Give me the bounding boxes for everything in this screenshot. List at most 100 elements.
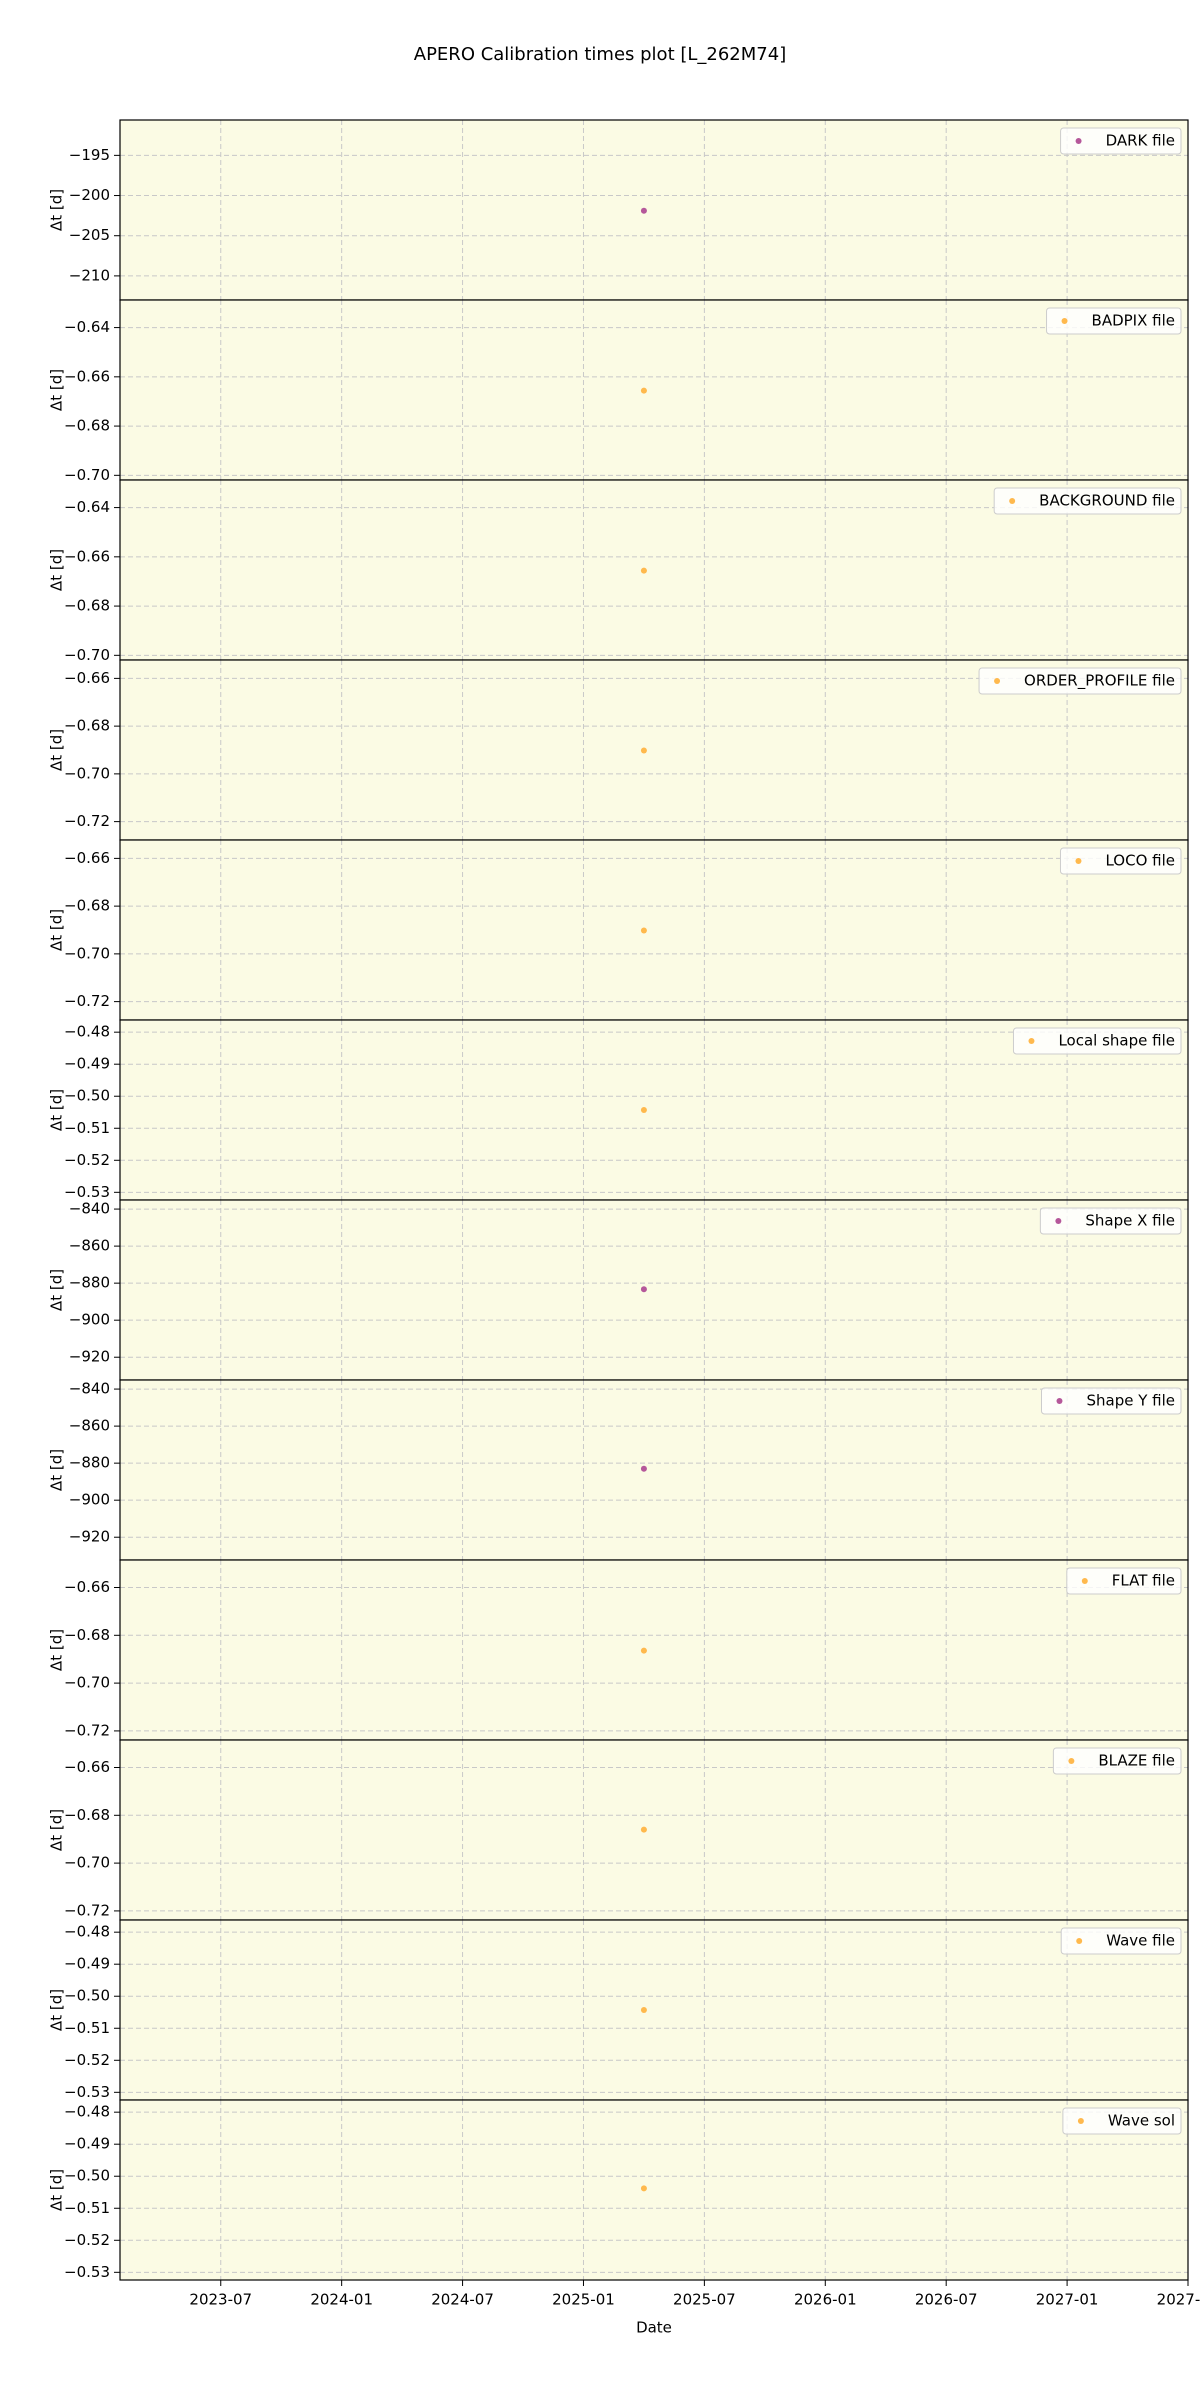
x-tick-label: 2027-01 bbox=[1036, 2291, 1099, 2309]
x-tick-label: 2025-07 bbox=[673, 2291, 736, 2309]
legend: BLAZE file bbox=[1052, 1747, 1182, 1775]
panel-background bbox=[120, 1380, 1188, 1560]
data-point bbox=[640, 1107, 647, 1113]
legend-marker bbox=[1061, 318, 1068, 324]
legend-label: Local shape file bbox=[1058, 1032, 1175, 1050]
legend-marker bbox=[1009, 498, 1016, 504]
legend-label: FLAT file bbox=[1112, 1572, 1175, 1590]
y-tick-label: −860 bbox=[69, 1417, 110, 1435]
y-tick-label: −0.68 bbox=[64, 897, 110, 915]
panel-background bbox=[120, 1920, 1188, 2100]
legend-box bbox=[1012, 1027, 1182, 1055]
data-point bbox=[640, 387, 647, 394]
legend-box bbox=[1052, 1747, 1182, 1775]
legend-marker bbox=[1068, 1758, 1075, 1764]
legend-marker bbox=[1056, 1398, 1063, 1404]
legend: Wave file bbox=[1060, 1927, 1182, 1955]
data-point bbox=[640, 2185, 647, 2192]
y-tick-label: −0.50 bbox=[64, 1087, 110, 1105]
y-tick-label: −0.48 bbox=[64, 1923, 110, 1941]
legend-box bbox=[1060, 1927, 1182, 1955]
y-tick-label: −195 bbox=[69, 146, 110, 164]
y-tick-label: −0.50 bbox=[64, 2167, 110, 2185]
y-tick-label: −210 bbox=[69, 266, 110, 284]
y-tick-label: −0.72 bbox=[64, 1901, 110, 1919]
legend-label: Shape Y file bbox=[1086, 1392, 1175, 1410]
x-tick-label: 2023-07 bbox=[189, 2291, 252, 2309]
y-tick-label: −0.66 bbox=[64, 547, 110, 565]
legend-marker bbox=[1055, 1218, 1062, 1224]
legend-marker bbox=[1077, 2118, 1084, 2124]
legend: FLAT file bbox=[1066, 1567, 1182, 1595]
y-tick-label: −0.64 bbox=[64, 498, 110, 516]
y-tick-label: −880 bbox=[69, 1454, 110, 1472]
legend: DARK file bbox=[1060, 127, 1182, 155]
y-tick-label: −900 bbox=[69, 1311, 110, 1329]
y-tick-label: −0.64 bbox=[64, 318, 110, 336]
y-tick-label: −0.50 bbox=[64, 1987, 110, 2005]
y-tick-label: −0.72 bbox=[64, 812, 110, 830]
y-tick-label: −0.48 bbox=[64, 1023, 110, 1041]
legend-label: BLAZE file bbox=[1098, 1752, 1175, 1770]
y-tick-label: −0.52 bbox=[64, 1151, 110, 1169]
y-tick-label: −840 bbox=[69, 1200, 110, 1218]
legend-box bbox=[1046, 307, 1182, 335]
y-tick-label: −920 bbox=[69, 1528, 110, 1546]
legend-box bbox=[1066, 1567, 1182, 1595]
y-axis-label: Δt [d] bbox=[48, 729, 66, 771]
legend-label: BADPIX file bbox=[1092, 312, 1175, 330]
panel-background bbox=[120, 1200, 1188, 1380]
y-tick-label: −0.66 bbox=[64, 669, 110, 687]
y-axis-label: Δt [d] bbox=[48, 2169, 66, 2211]
data-point bbox=[640, 567, 647, 574]
legend: ORDER_PROFILE file bbox=[978, 667, 1182, 695]
legend: Wave sol bbox=[1062, 2107, 1182, 2135]
panel-background bbox=[120, 1740, 1188, 1920]
y-tick-label: −0.68 bbox=[64, 1806, 110, 1824]
y-axis-label: Δt [d] bbox=[48, 549, 66, 591]
panel-background bbox=[120, 300, 1188, 480]
legend-marker bbox=[1028, 1038, 1035, 1044]
y-axis-label: Δt [d] bbox=[48, 1269, 66, 1311]
data-point bbox=[640, 747, 647, 754]
y-tick-label: −0.68 bbox=[64, 717, 110, 735]
legend-box bbox=[978, 667, 1182, 695]
x-tick-label: 2026-01 bbox=[794, 2291, 857, 2309]
y-tick-label: −900 bbox=[69, 1491, 110, 1509]
legend-box bbox=[1040, 1387, 1182, 1415]
y-tick-label: −0.51 bbox=[64, 1119, 110, 1137]
y-tick-label: −0.68 bbox=[64, 1626, 110, 1644]
figure-title: APERO Calibration times plot [L_262M74] bbox=[414, 44, 786, 65]
data-point bbox=[640, 1465, 647, 1472]
legend-marker bbox=[994, 678, 1001, 684]
y-tick-label: −0.70 bbox=[64, 944, 110, 962]
legend-label: Wave sol bbox=[1108, 2112, 1175, 2130]
y-tick-label: −0.51 bbox=[64, 2019, 110, 2037]
legend: BADPIX file bbox=[1046, 307, 1182, 335]
data-point bbox=[640, 1286, 647, 1293]
y-axis-label: Δt [d] bbox=[48, 189, 66, 231]
y-tick-label: −0.52 bbox=[64, 2051, 110, 2069]
x-tick-label: 2026-07 bbox=[915, 2291, 978, 2309]
panel-background bbox=[120, 1560, 1188, 1740]
y-tick-label: −0.53 bbox=[64, 2263, 110, 2281]
y-tick-label: −0.70 bbox=[64, 1854, 110, 1872]
y-axis-label: Δt [d] bbox=[48, 1089, 66, 1131]
x-tick-label: 2024-07 bbox=[431, 2291, 494, 2309]
y-tick-label: −0.51 bbox=[64, 2199, 110, 2217]
data-point bbox=[640, 2007, 647, 2013]
y-axis-label: Δt [d] bbox=[48, 1989, 66, 2031]
y-tick-label: −200 bbox=[69, 186, 110, 204]
y-tick-label: −0.70 bbox=[64, 466, 110, 484]
y-tick-label: −0.48 bbox=[64, 2103, 110, 2121]
y-tick-label: −0.70 bbox=[64, 646, 110, 664]
legend-marker bbox=[1076, 1938, 1083, 1944]
y-tick-label: −205 bbox=[69, 226, 110, 244]
legend-marker bbox=[1075, 858, 1082, 864]
panel-background bbox=[120, 1020, 1188, 1200]
y-tick-label: −920 bbox=[69, 1348, 110, 1366]
x-tick-label: 2025-01 bbox=[552, 2291, 615, 2309]
legend-label: ORDER_PROFILE file bbox=[1024, 672, 1175, 691]
